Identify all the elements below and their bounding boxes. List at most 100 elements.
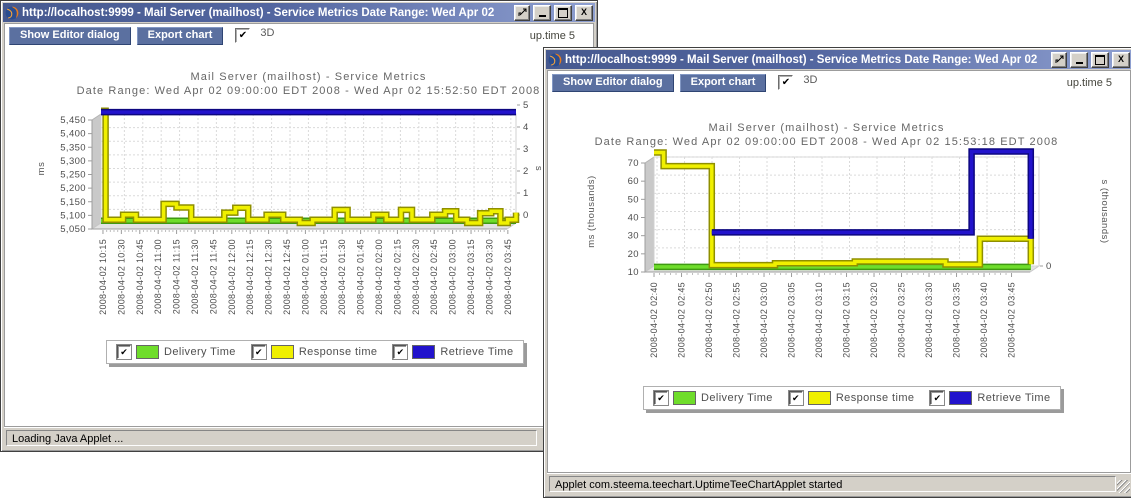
svg-text:2008-04-02 10:45: 2008-04-02 10:45	[135, 239, 145, 315]
svg-text:2008-04-02 02:00: 2008-04-02 02:00	[374, 239, 384, 315]
svg-text:s (thousands): s (thousands)	[1099, 179, 1110, 243]
legend-label: Retrieve Time	[440, 346, 514, 358]
svg-text:5,200: 5,200	[60, 183, 86, 194]
minimize-button[interactable]	[533, 4, 551, 21]
svg-text:2008-04-02 03:45: 2008-04-02 03:45	[503, 239, 513, 315]
show-editor-dialog-button[interactable]: Show Editor dialog	[9, 26, 131, 45]
legend-item: ✔ Retrieve Time	[393, 345, 513, 359]
svg-text:4: 4	[523, 122, 529, 133]
legend-checkbox[interactable]: ✔	[788, 391, 803, 405]
svg-text:2008-04-02 12:00: 2008-04-02 12:00	[227, 239, 237, 315]
svg-text:60: 60	[628, 176, 639, 187]
legend-checkbox[interactable]: ✔	[393, 345, 408, 359]
uptime-brand: up.time 5	[529, 29, 575, 42]
legend-label: Delivery Time	[164, 346, 236, 358]
svg-text:2008-04-02 03:00: 2008-04-02 03:00	[759, 282, 769, 358]
legend-checkbox[interactable]: ✔	[117, 345, 131, 359]
svg-text:2008-04-02 02:55: 2008-04-02 02:55	[732, 282, 742, 358]
svg-text:2008-04-02 01:45: 2008-04-02 01:45	[356, 239, 366, 315]
svg-text:2008-04-02 02:50: 2008-04-02 02:50	[704, 282, 714, 358]
svg-text:2008-04-02 03:45: 2008-04-02 03:45	[1007, 282, 1017, 358]
chart-legend: ✔ Delivery Time ✔ Response time ✔ Retrieve Ti…	[643, 386, 1062, 410]
export-chart-button[interactable]: Export chart	[679, 73, 767, 92]
svg-text:2008-04-02 03:05: 2008-04-02 03:05	[787, 282, 797, 358]
svg-text:2008-04-02 03:20: 2008-04-02 03:20	[869, 282, 879, 358]
legend-item: ✔ Delivery Time	[654, 391, 773, 405]
svg-text:2008-04-02 02:30: 2008-04-02 02:30	[411, 239, 421, 315]
svg-text:2008-04-02 03:30: 2008-04-02 03:30	[924, 282, 934, 358]
show-editor-dialog-button[interactable]: Show Editor dialog	[552, 73, 674, 92]
svg-text:2008-04-02 03:15: 2008-04-02 03:15	[466, 239, 476, 315]
svg-text:50: 50	[628, 194, 639, 205]
window-titlebar[interactable]: http://localhost:9999 - Mail Server (mai…	[546, 50, 1131, 69]
3d-checkbox[interactable]: ✔	[778, 75, 794, 90]
legend-item: ✔ Delivery Time	[117, 345, 236, 359]
svg-text:5,050: 5,050	[60, 224, 86, 235]
svg-text:40: 40	[628, 213, 639, 224]
legend-label: Response time	[298, 346, 378, 358]
applet-toolbar: Show Editor dialog Export chart ✔ 3D up.…	[5, 24, 593, 47]
legend-checkbox[interactable]: ✔	[654, 391, 668, 405]
svg-text:Mail Server (mailhost) - Servi: Mail Server (mailhost) - Service Metrics	[191, 71, 427, 83]
svg-text:2008-04-02 12:15: 2008-04-02 12:15	[245, 239, 255, 315]
chart-legend: ✔ Delivery Time ✔ Response time ✔ Retrieve Ti…	[106, 340, 525, 364]
legend-checkbox[interactable]: ✔	[930, 391, 945, 405]
svg-text:20: 20	[628, 249, 639, 260]
svg-text:0: 0	[523, 210, 529, 221]
svg-text:2008-04-02 01:15: 2008-04-02 01:15	[319, 239, 329, 315]
minimize-button[interactable]	[1070, 51, 1088, 68]
svg-text:1: 1	[523, 188, 529, 199]
svg-text:2008-04-02 12:30: 2008-04-02 12:30	[264, 239, 274, 315]
maximize-button[interactable]	[1091, 51, 1109, 68]
3d-label: 3D	[260, 27, 275, 39]
maximize-button[interactable]	[554, 4, 572, 21]
svg-text:70: 70	[628, 158, 639, 169]
legend-label: Response time	[835, 392, 915, 404]
browser-window-left: http://localhost:9999 - Mail Server (mai…	[0, 0, 598, 452]
page-content: Show Editor dialog Export chart ✔ 3D up.…	[4, 23, 594, 427]
legend-item: ✔ Response time	[251, 345, 378, 359]
svg-text:5,100: 5,100	[60, 210, 86, 221]
window-title: http://localhost:9999 - Mail Server (mai…	[565, 53, 1038, 66]
svg-text:2008-04-02 02:45: 2008-04-02 02:45	[677, 282, 687, 358]
close-button[interactable]: X	[575, 4, 593, 21]
svg-text:5,300: 5,300	[60, 156, 86, 167]
popout-icon-button[interactable]	[1051, 51, 1067, 68]
svg-text:10: 10	[628, 267, 639, 278]
svg-text:5: 5	[523, 100, 529, 111]
svg-text:ms (thousands): ms (thousands)	[586, 175, 597, 247]
svg-text:2008-04-02 03:25: 2008-04-02 03:25	[897, 282, 907, 358]
svg-text:30: 30	[628, 231, 639, 242]
svg-text:2008-04-02 02:40: 2008-04-02 02:40	[649, 282, 659, 358]
legend-item: ✔ Retrieve Time	[930, 391, 1050, 405]
svg-text:2008-04-02 10:15: 2008-04-02 10:15	[98, 239, 108, 315]
service-metrics-chart: Mail Server (mailhost) - Service Metrics…	[36, 71, 544, 315]
resize-grip[interactable]	[1117, 480, 1130, 493]
export-chart-button[interactable]: Export chart	[136, 26, 224, 45]
svg-text:2008-04-02 11:30: 2008-04-02 11:30	[190, 239, 200, 314]
svg-text:2008-04-02 11:15: 2008-04-02 11:15	[172, 239, 182, 314]
close-button[interactable]: X	[1112, 51, 1130, 68]
legend-checkbox[interactable]: ✔	[251, 345, 266, 359]
svg-text:2008-04-02 03:00: 2008-04-02 03:00	[448, 239, 458, 315]
legend-swatch	[949, 391, 973, 405]
applet-toolbar: Show Editor dialog Export chart ✔ 3D up.…	[548, 71, 1130, 94]
legend-label: Retrieve Time	[977, 392, 1051, 404]
svg-text:2008-04-02 12:45: 2008-04-02 12:45	[282, 239, 292, 315]
svg-text:2008-04-02 03:40: 2008-04-02 03:40	[979, 282, 989, 358]
legend-swatch	[673, 391, 696, 405]
3d-checkbox[interactable]: ✔	[235, 28, 251, 43]
svg-text:2008-04-02 01:00: 2008-04-02 01:00	[300, 239, 310, 315]
svg-text:0: 0	[1046, 261, 1052, 272]
svg-text:2008-04-02 02:45: 2008-04-02 02:45	[429, 239, 439, 315]
svg-text:2: 2	[523, 166, 529, 177]
status-text: Loading Java Applet ...	[6, 430, 537, 446]
svg-text:Mail Server (mailhost) - Servi: Mail Server (mailhost) - Service Metrics	[709, 122, 945, 134]
3d-label: 3D	[803, 74, 818, 86]
firefox-icon	[5, 6, 19, 20]
svg-text:2008-04-02 10:30: 2008-04-02 10:30	[116, 239, 126, 315]
svg-text:5,150: 5,150	[60, 197, 86, 208]
window-titlebar[interactable]: http://localhost:9999 - Mail Server (mai…	[3, 3, 595, 22]
status-bar: Applet com.steema.teechart.UptimeTeeChar…	[547, 473, 1131, 494]
popout-icon-button[interactable]	[514, 4, 530, 21]
